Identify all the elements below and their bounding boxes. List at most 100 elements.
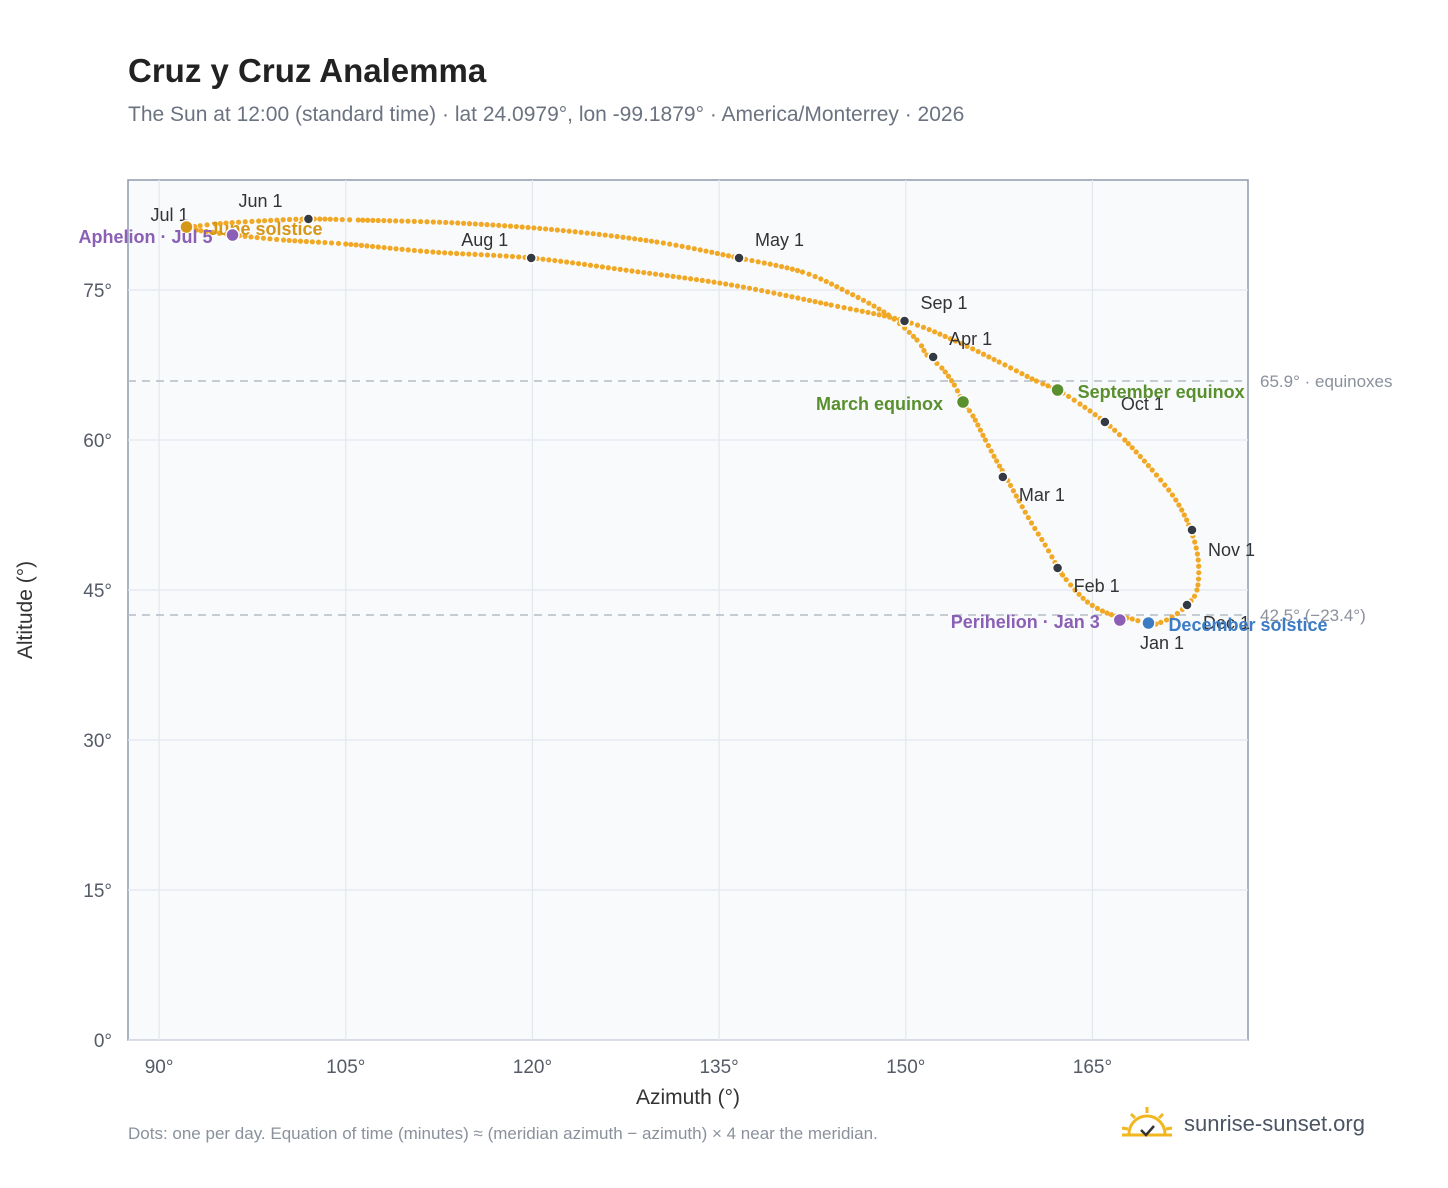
daily-sun-dot xyxy=(1129,445,1135,451)
daily-sun-dot xyxy=(254,234,260,241)
daily-sun-dot xyxy=(1179,507,1185,513)
daily-sun-dot xyxy=(1065,393,1072,400)
y-tick-label: 45° xyxy=(83,581,112,602)
daily-sun-dot xyxy=(887,314,893,320)
month-marker-label: Sep 1 xyxy=(921,293,968,313)
daily-sun-dot xyxy=(834,284,840,290)
month-marker xyxy=(927,351,939,363)
daily-sun-dot xyxy=(765,289,771,295)
daily-sun-dot xyxy=(801,296,807,302)
daily-sun-dot xyxy=(599,264,605,270)
daily-sun-dot xyxy=(611,265,617,272)
daily-sun-dot xyxy=(761,260,767,266)
month-marker-label: May 1 xyxy=(755,230,804,250)
daily-sun-dot xyxy=(1158,477,1164,483)
daily-sun-dot xyxy=(914,322,921,328)
daily-sun-dot xyxy=(835,303,841,309)
daily-sun-dot xyxy=(709,249,715,255)
daily-sun-dot xyxy=(554,227,560,233)
y-tick-label: 75° xyxy=(83,281,112,302)
daily-sun-dot xyxy=(575,260,582,267)
daily-sun-dot xyxy=(892,315,898,321)
daily-sun-dot xyxy=(210,229,216,235)
daily-sun-dot xyxy=(1162,482,1168,488)
daily-sun-dot xyxy=(1007,482,1014,489)
daily-sun-dot xyxy=(1174,610,1180,617)
daily-sun-dot xyxy=(590,231,596,237)
daily-sun-dot xyxy=(513,223,519,230)
daily-sun-dot xyxy=(317,216,323,222)
daily-sun-dot xyxy=(637,236,643,243)
daily-sun-dot xyxy=(353,242,359,248)
daily-sun-dot xyxy=(593,263,600,269)
daily-sun-dot xyxy=(673,242,679,248)
y-tick-label: 15° xyxy=(83,881,112,902)
daily-sun-dot xyxy=(1008,365,1014,371)
month-marker xyxy=(898,315,911,327)
daily-sun-dot xyxy=(261,218,268,224)
daily-sun-dot xyxy=(303,238,309,245)
daily-sun-dot xyxy=(823,301,829,307)
daily-sun-dot xyxy=(293,216,299,222)
daily-sun-dot xyxy=(449,220,455,226)
daily-sun-dot xyxy=(466,221,473,227)
daily-sun-dot xyxy=(1067,582,1074,588)
daily-sun-dot xyxy=(223,220,229,226)
month-marker xyxy=(1051,562,1064,574)
daily-sun-dot xyxy=(740,284,747,290)
daily-sun-dot xyxy=(679,243,685,249)
daily-sun-dot xyxy=(942,333,948,340)
daily-sun-dot xyxy=(1141,458,1148,464)
daily-sun-dot xyxy=(755,259,761,265)
daily-sun-dot xyxy=(948,378,955,384)
daily-sun-dot xyxy=(865,309,871,316)
daily-sun-dot xyxy=(795,295,801,301)
daily-sun-dot xyxy=(260,235,267,241)
daily-sun-dot xyxy=(767,261,773,267)
daily-sun-dot xyxy=(297,238,304,244)
daily-sun-dot xyxy=(286,216,293,223)
daily-sun-dot xyxy=(443,219,449,226)
daily-sun-dot xyxy=(1108,612,1114,618)
daily-sun-dot xyxy=(543,226,549,232)
daily-sun-dot xyxy=(424,248,430,255)
daily-sun-dot xyxy=(335,240,342,247)
month-marker-label: Nov 1 xyxy=(1208,540,1255,560)
y-tick-label: 60° xyxy=(83,431,112,452)
daily-sun-dot xyxy=(1145,463,1151,469)
daily-sun-dot xyxy=(749,257,755,264)
daily-sun-dot xyxy=(871,310,877,317)
daily-sun-dot xyxy=(248,234,254,240)
y-axis-label: Altitude (°) xyxy=(14,561,37,659)
daily-sun-dot xyxy=(717,280,723,286)
footnote: Dots: one per day. Equation of time (min… xyxy=(128,1124,878,1143)
daily-sun-dot xyxy=(519,224,525,230)
daily-sun-dot xyxy=(1125,441,1131,447)
daily-sun-dot xyxy=(564,259,570,265)
month-marker-label: Oct 1 xyxy=(1121,394,1164,414)
daily-sun-dot xyxy=(1129,616,1135,622)
daily-sun-dot xyxy=(1122,437,1128,443)
reference-lines: 65.9° · equinoxes 42.5° (−23.4°) xyxy=(128,372,1393,625)
daily-sun-dot xyxy=(1116,432,1123,438)
daily-sun-dot xyxy=(478,252,484,258)
month-marker xyxy=(1181,599,1193,611)
brand-logo[interactable]: sunrise-sunset.org xyxy=(1120,1102,1365,1146)
daily-sun-dot xyxy=(286,237,292,244)
month-marker xyxy=(997,471,1009,483)
daily-sun-dot xyxy=(256,218,262,224)
daily-sun-dot xyxy=(399,246,405,252)
daily-sun-dot xyxy=(442,250,448,256)
daily-sun-dot xyxy=(714,250,721,257)
daily-sun-dot xyxy=(771,290,777,296)
daily-sun-dot xyxy=(697,247,703,253)
month-marker-label: Mar 1 xyxy=(1019,485,1065,505)
daily-sun-dot xyxy=(705,278,711,284)
daily-sun-dot xyxy=(1049,554,1055,560)
daily-sun-dot xyxy=(937,331,943,337)
daily-sun-dot xyxy=(951,382,957,388)
daily-sun-dot xyxy=(1181,512,1187,518)
month-marker xyxy=(1099,416,1111,428)
daily-sun-dot xyxy=(509,253,516,260)
daily-sun-dot xyxy=(847,306,853,312)
